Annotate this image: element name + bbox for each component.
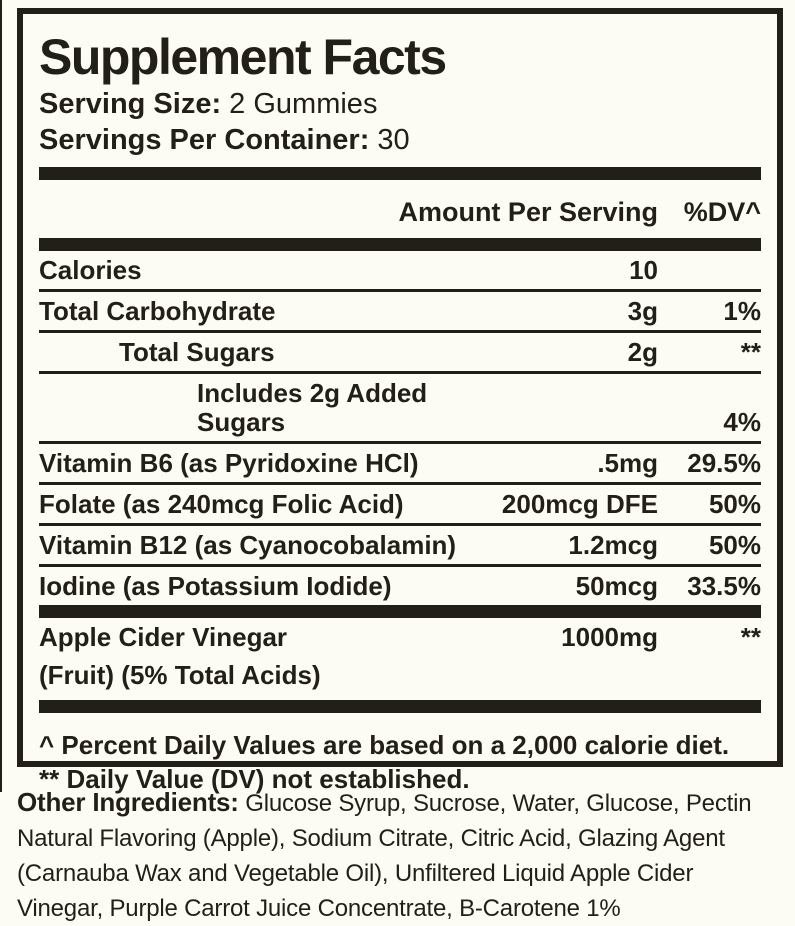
other-ingredients-line: Other Ingredients: Glucose Syrup, Sucros…	[17, 785, 789, 821]
footnote-daily-values: ^ Percent Daily Values are based on a 2,…	[39, 730, 730, 760]
nutrient-dv: **	[740, 337, 761, 367]
nutrient-name: Calories	[39, 255, 142, 285]
facts-row: Vitamin B12 (as Cyanocobalamin) 1.2mcg 5…	[39, 526, 761, 567]
serving-size-value: 2 Gummies	[221, 88, 378, 120]
facts-row-main: Calories 10	[39, 256, 761, 285]
nutrient-dv: 50%	[708, 530, 761, 560]
facts-row: Total Sugars 2g **	[39, 333, 761, 374]
nutrient-dv: 1%	[723, 296, 761, 326]
facts-row-main: Apple Cider Vinegar 1000mg **	[39, 623, 761, 652]
nutrient-dv: 29.5%	[687, 448, 761, 478]
facts-row-main: Includes 2g Added Sugars 4%	[39, 379, 761, 437]
other-ingredients-line: (Carnauba Wax and Vegetable Oil), Unfilt…	[17, 860, 694, 887]
facts-row-main: Vitamin B6 (as Pyridoxine HCl) .5mg 29.5…	[39, 449, 761, 478]
facts-row-main: Total Carbohydrate 3g 1%	[39, 297, 761, 326]
supplement-facts-panel: Supplement Facts Serving Size: 2 Gummies…	[17, 8, 783, 794]
facts-row: Folate (as 240mcg Folic Acid) 200mcg DFE…	[39, 485, 761, 526]
nutrient-amount: 50mcg	[575, 571, 658, 601]
facts-row: Apple Cider Vinegar 1000mg ** (Fruit) (5…	[39, 618, 761, 713]
footnotes: ^ Percent Daily Values are based on a 2,…	[39, 713, 761, 796]
nutrient-amount: 10	[629, 255, 658, 285]
nutrient-name: Vitamin B12 (as Cyanocobalamin)	[39, 530, 457, 560]
facts-row-main: Iodine (as Potassium Iodide) 50mcg 33.5%	[39, 572, 761, 601]
other-ingredients-lines: Natural Flavoring (Apple), Sodium Citrat…	[17, 821, 789, 926]
other-ingredients-label: Other Ingredients:	[17, 787, 239, 817]
nutrient-name: Total Carbohydrate	[39, 296, 276, 326]
column-header-row: Amount Per Serving %DV^	[39, 180, 761, 238]
other-ingredients-line: Natural Flavoring (Apple), Sodium Citrat…	[17, 825, 725, 852]
nutrient-rows: Calories 10 Total Carbohydrate 3g 1% Tot…	[39, 251, 761, 713]
facts-row: Vitamin B6 (as Pyridoxine HCl) .5mg 29.5…	[39, 444, 761, 485]
servings-per-container-line: Servings Per Container: 30	[39, 122, 761, 158]
facts-row-main: Vitamin B12 (as Cyanocobalamin) 1.2mcg 5…	[39, 531, 761, 560]
nutrient-dv: 33.5%	[687, 571, 761, 601]
nutrient-dv: **	[740, 622, 761, 652]
panel-title: Supplement Facts	[39, 29, 447, 85]
other-ingredients-line: Vinegar, Purple Carrot Juice Concentrate…	[17, 895, 621, 922]
nutrient-amount: 1000mg	[561, 622, 658, 652]
facts-row: Total Carbohydrate 3g 1%	[39, 292, 761, 333]
nutrient-name: Includes 2g Added Sugars	[197, 378, 428, 437]
nutrient-name: Total Sugars	[119, 337, 275, 367]
nutrient-amount: 2g	[627, 337, 658, 367]
divider-thick-bar	[39, 167, 761, 180]
nutrient-name-secondary: (Fruit) (5% Total Acids)	[39, 660, 321, 690]
facts-row: Calories 10	[39, 251, 761, 292]
nutrient-name: Folate (as 240mcg Folic Acid)	[39, 489, 404, 519]
nutrient-amount: 3g	[627, 296, 658, 326]
nutrient-dv: 50%	[708, 489, 761, 519]
nutrient-name: Iodine (as Potassium Iodide)	[39, 571, 392, 601]
other-ingredients-paragraph: Other Ingredients: Glucose Syrup, Sucros…	[17, 785, 789, 926]
nutrient-dv: 4%	[723, 407, 761, 437]
nutrient-amount: 200mcg DFE	[501, 489, 658, 519]
column-header-amount: Amount Per Serving	[398, 197, 658, 227]
facts-row-main: Folate (as 240mcg Folic Acid) 200mcg DFE…	[39, 490, 761, 519]
nutrient-name: Apple Cider Vinegar	[39, 622, 288, 652]
left-crop-line	[0, 0, 2, 792]
nutrient-name: Vitamin B6 (as Pyridoxine HCl)	[39, 448, 419, 478]
footnote-dv-not-established: ** Daily Value (DV) not established.	[39, 764, 470, 794]
nutrient-amount: 1.2mcg	[568, 530, 658, 560]
serving-size-line: Serving Size: 2 Gummies	[39, 86, 761, 122]
servings-per-container-value: 30	[369, 124, 410, 156]
column-header-dv: %DV^	[683, 197, 761, 227]
nutrient-amount: .5mg	[597, 448, 658, 478]
servings-per-container-label: Servings Per Container:	[39, 124, 370, 156]
facts-row: Includes 2g Added Sugars 4%	[39, 374, 761, 444]
facts-row: Iodine (as Potassium Iodide) 50mcg 33.5%	[39, 567, 761, 618]
other-ingredients-text: Glucose Syrup, Sucrose, Water, Glucose, …	[238, 790, 752, 817]
facts-row-main: Total Sugars 2g **	[39, 338, 761, 367]
serving-size-label: Serving Size:	[39, 88, 222, 120]
divider-thick-bar	[39, 238, 761, 251]
